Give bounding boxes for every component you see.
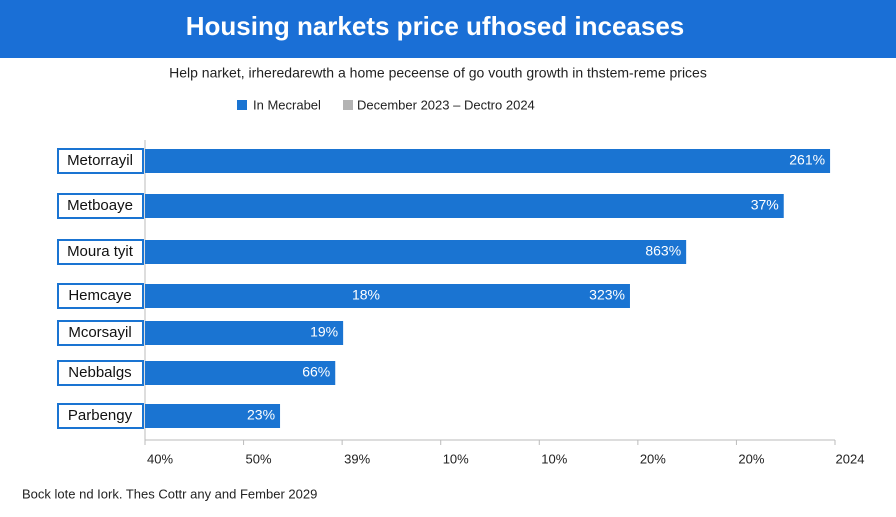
category-box xyxy=(57,239,144,265)
footnote: Bock lote nd Iork. Thes Cottr any and Fe… xyxy=(22,486,317,501)
annotation: 18% xyxy=(352,287,380,303)
category-label: Hemcaye xyxy=(68,287,131,304)
bar xyxy=(145,149,831,173)
category-label: Moura tyit xyxy=(67,243,134,260)
value-label: 323% xyxy=(589,287,625,303)
x-tick-label: 10% xyxy=(541,451,567,466)
bar xyxy=(145,321,344,345)
x-tick-label: 50% xyxy=(246,451,272,466)
category-box xyxy=(57,403,144,429)
value-label: 863% xyxy=(645,243,681,259)
category-label: Mcorsayil xyxy=(68,324,131,341)
x-tick-label: 2024 xyxy=(836,451,865,466)
chart-title: Housing narkets price ufhosed inceases xyxy=(186,11,685,41)
bar xyxy=(145,194,784,218)
category-box xyxy=(57,148,144,174)
category-label: Nebbalgs xyxy=(68,364,131,381)
value-label: 19% xyxy=(310,324,338,340)
legend-label: In Mecrabel xyxy=(253,97,321,112)
category-box xyxy=(57,283,144,309)
bar xyxy=(145,404,281,428)
x-tick-label: 40% xyxy=(147,451,173,466)
bar xyxy=(145,240,687,264)
category-box xyxy=(57,320,144,346)
x-tick-label: 39% xyxy=(344,451,370,466)
category-label: Parbengy xyxy=(68,407,133,424)
legend-swatch xyxy=(343,100,353,110)
bar xyxy=(145,361,336,385)
value-label: 66% xyxy=(302,364,330,380)
value-label: 37% xyxy=(751,197,779,213)
x-tick-label: 20% xyxy=(640,451,666,466)
x-tick-label: 10% xyxy=(443,451,469,466)
bar xyxy=(145,284,630,308)
chart-subtitle: Help narket, irheredarewth a home peceen… xyxy=(169,65,707,81)
category-box xyxy=(57,193,144,219)
value-label: 261% xyxy=(789,152,825,168)
header-band xyxy=(0,0,896,58)
category-label: Metorrayil xyxy=(67,152,133,169)
legend-swatch xyxy=(237,100,247,110)
category-box xyxy=(57,360,144,386)
category-label: Metboaye xyxy=(67,197,133,214)
x-tick-label: 20% xyxy=(738,451,764,466)
legend-label: December 2023 – Dectro 2024 xyxy=(357,97,535,112)
value-label: 23% xyxy=(247,407,275,423)
